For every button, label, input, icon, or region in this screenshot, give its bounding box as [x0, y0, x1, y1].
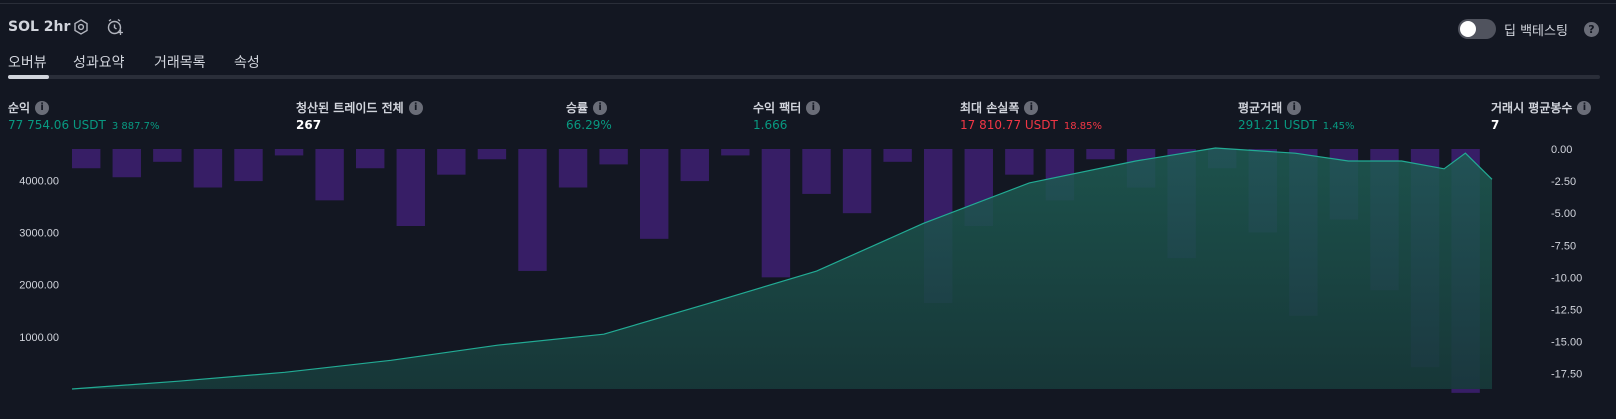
stat-value: 1.666	[753, 118, 788, 132]
drawdown-bar	[680, 149, 709, 182]
right-axis: 0.00 -2.50 -5.00 -7.50 -10.00 -12.50 -15.00 -17…	[1551, 145, 1582, 381]
stat-label: 순익	[8, 101, 31, 115]
drawdown-bar	[234, 149, 263, 182]
right-tick-label: -15.00	[1551, 337, 1582, 349]
tab-properties[interactable]: 속성	[234, 55, 260, 71]
stat-profit-factor: 수익 팩터 i 1.666	[753, 97, 821, 132]
add-alert-icon[interactable]	[106, 18, 124, 36]
drawdown-bar	[802, 149, 831, 194]
top-divider	[0, 3, 1616, 4]
toggle-knob	[1460, 21, 1476, 37]
drawdown-bar	[193, 149, 223, 188]
tab-active-indicator	[8, 75, 49, 79]
left-tick-label: 1000.00	[19, 332, 59, 344]
right-tick-label: -2.50	[1551, 176, 1576, 188]
info-icon[interactable]: i	[1024, 100, 1039, 115]
info-icon[interactable]: i	[1577, 100, 1592, 115]
equity-area	[72, 148, 1492, 389]
stat-total-closed-trades: 청산된 트레이드 전체 i 267	[296, 97, 423, 132]
stat-value: 77 754.06 USDT	[8, 118, 106, 132]
drawdown-bar	[356, 149, 385, 169]
drawdown-bar	[1005, 149, 1034, 175]
stat-label: 거래시 평균봉수	[1491, 101, 1573, 115]
stat-max-drawdown: 최대 손실폭 i 17 810.77 USDT 18.85%	[960, 97, 1102, 132]
drawdown-bar	[640, 149, 669, 239]
stat-avg-bars: 거래시 평균봉수 i 7	[1491, 97, 1592, 132]
stat-sub: 1.45%	[1322, 121, 1355, 132]
stat-sub: 18.85%	[1063, 121, 1102, 132]
info-icon[interactable]: i	[408, 100, 423, 115]
tab-performance-summary[interactable]: 성과요약	[73, 55, 125, 71]
stat-label: 최대 손실폭	[960, 101, 1020, 115]
drawdown-bar	[883, 149, 912, 162]
equity-line	[71, 147, 1493, 390]
drawdown-bar	[274, 149, 304, 156]
help-icon[interactable]: ?	[1584, 22, 1599, 37]
right-tick-label: -12.50	[1551, 304, 1582, 316]
drawdown-bar	[477, 149, 507, 160]
strategy-title[interactable]: SOL 2hr	[8, 19, 71, 35]
equity-drawdown-chart[interactable]: 1000.00 2000.00 3000.00 4000.00 0.00 -2.50 -5…	[0, 145, 1616, 417]
stat-value: 17 810.77 USDT	[960, 118, 1058, 132]
settings-icon[interactable]	[72, 18, 90, 36]
deep-backtest-label: 딥 백테스팅	[1504, 24, 1568, 39]
drawdown-bar	[72, 149, 101, 169]
left-tick-label: 2000.00	[19, 280, 59, 292]
tab-overview[interactable]: 오버뷰	[8, 55, 47, 71]
drawdown-bar	[761, 149, 791, 278]
stat-label: 평균거래	[1238, 101, 1283, 115]
tab-trade-list[interactable]: 거래목록	[154, 55, 206, 71]
stat-value: 7	[1491, 118, 1500, 132]
info-icon[interactable]: i	[593, 100, 608, 115]
stat-label: 승률	[566, 101, 589, 115]
info-icon[interactable]: i	[35, 100, 50, 115]
info-icon[interactable]: i	[806, 100, 821, 115]
stat-avg-trade: 평균거래 i 291.21 USDT 1.45%	[1238, 97, 1355, 132]
drawdown-bar	[315, 149, 344, 201]
right-tick-label: -7.50	[1551, 240, 1576, 252]
stat-label: 청산된 트레이드 전체	[296, 101, 404, 115]
drawdown-bar	[842, 149, 872, 214]
deep-backtest-toggle[interactable]	[1458, 19, 1496, 39]
left-tick-label: 3000.00	[19, 227, 59, 239]
right-tick-label: -5.00	[1551, 208, 1576, 220]
drawdown-bar	[396, 149, 425, 227]
drawdown-bar	[112, 149, 141, 178]
drawdown-bar	[599, 149, 628, 165]
left-axis: 1000.00 2000.00 3000.00 4000.00	[19, 175, 59, 344]
tab-track	[8, 75, 1600, 79]
drawdown-bar	[1086, 149, 1115, 160]
right-tick-label: -10.00	[1551, 272, 1582, 284]
drawdown-bar	[558, 149, 588, 188]
stat-net-profit: 순익 i 77 754.06 USDT 3 887.7%	[8, 97, 160, 132]
info-icon[interactable]: i	[1287, 100, 1302, 115]
drawdown-bar	[153, 149, 182, 162]
right-tick-label: -17.50	[1551, 369, 1582, 381]
drawdown-bar	[437, 149, 466, 175]
drawdown-bar	[721, 149, 750, 156]
stat-value: 66.29%	[566, 118, 612, 132]
left-tick-label: 4000.00	[19, 175, 59, 187]
stat-value: 267	[296, 118, 322, 132]
right-tick-label: 0.00	[1551, 145, 1572, 156]
stat-label: 수익 팩터	[753, 101, 802, 115]
stat-percent-profitable: 승률 i 66.29%	[566, 97, 612, 132]
drawdown-bar	[518, 149, 547, 271]
stat-sub: 3 887.7%	[111, 121, 160, 132]
stat-value: 291.21 USDT	[1238, 118, 1317, 132]
